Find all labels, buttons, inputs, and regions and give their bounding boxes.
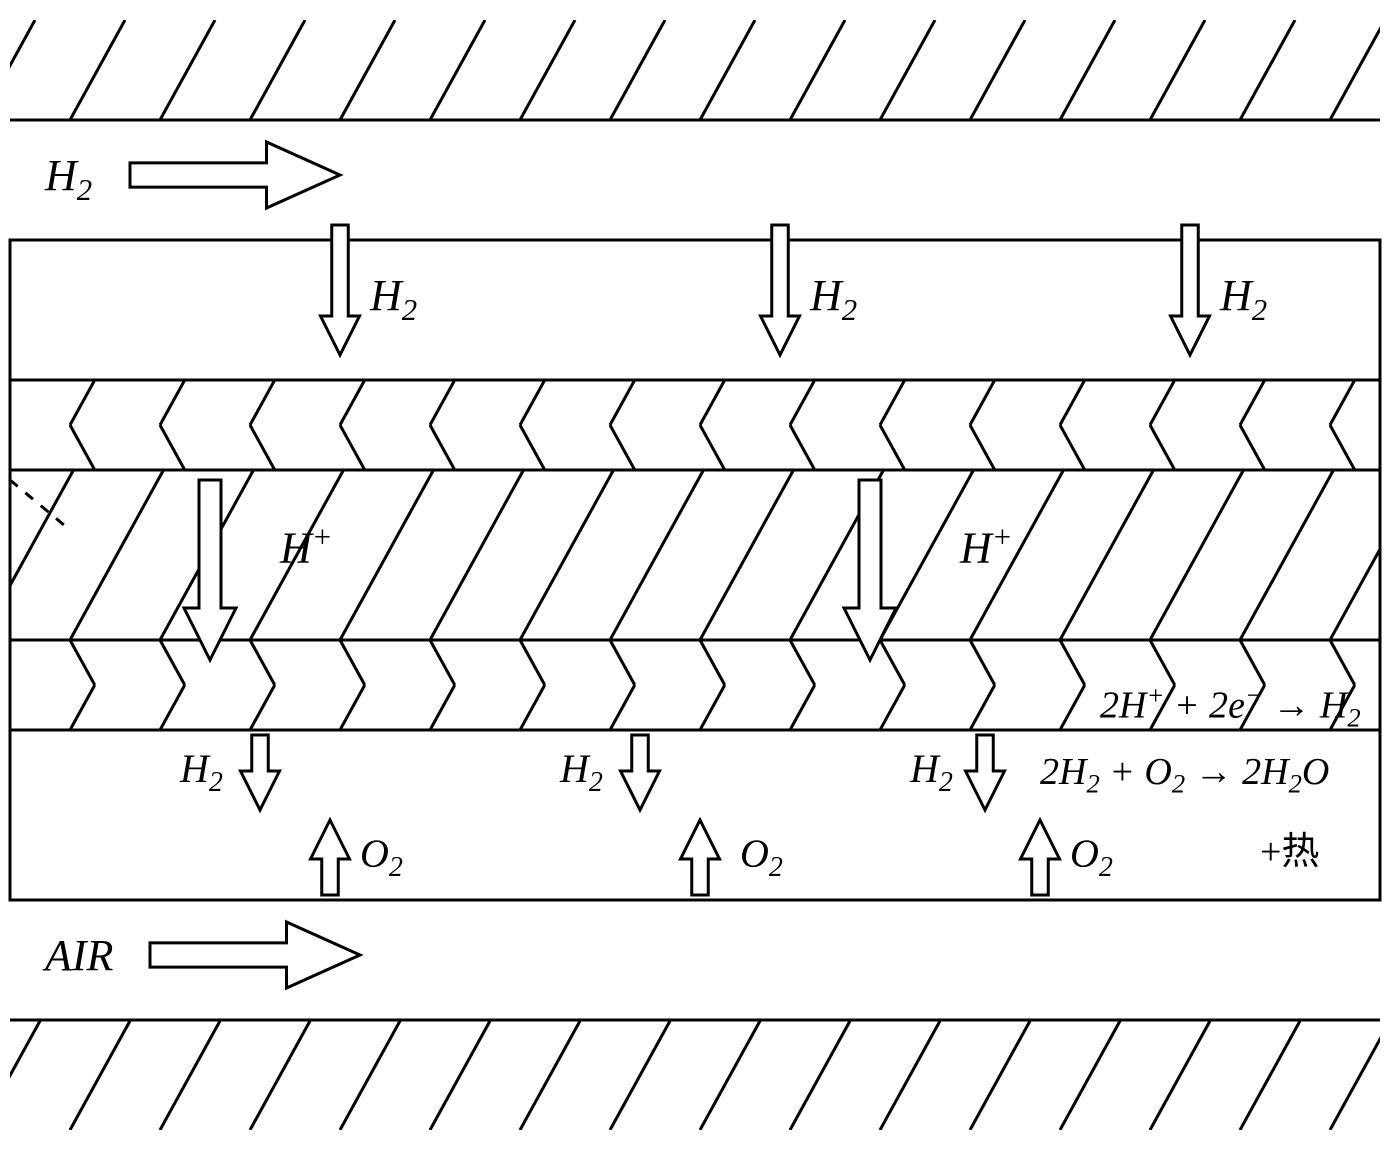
h2-bot-1: H2 xyxy=(180,745,223,799)
diagram-svg xyxy=(0,0,1390,1154)
equation-1: 2H+ + 2e− → H2 xyxy=(1100,680,1361,733)
h2-bot-3: H2 xyxy=(910,745,953,799)
equation-2: 2H2 + O2 → 2H2O xyxy=(1040,750,1329,800)
h2-top-3: H2 xyxy=(1220,270,1267,328)
o2-2: O2 xyxy=(740,830,783,884)
air-inlet-label: AIR xyxy=(45,930,113,981)
h2-bot-2: H2 xyxy=(560,745,603,799)
hplus-2: H+ xyxy=(960,520,1013,574)
o2-3: O2 xyxy=(1070,830,1113,884)
o2-1: O2 xyxy=(360,830,403,884)
h2-top-1: H2 xyxy=(370,270,417,328)
diagram-root: H2 AIR H2 H2 H2 H+ H+ H2 H2 H2 O2 O2 O2 … xyxy=(0,0,1390,1154)
hplus-1: H+ xyxy=(280,520,333,574)
equation-3: +热 xyxy=(1260,820,1319,875)
h2-inlet-label: H2 xyxy=(45,150,92,208)
h2-top-2: H2 xyxy=(810,270,857,328)
